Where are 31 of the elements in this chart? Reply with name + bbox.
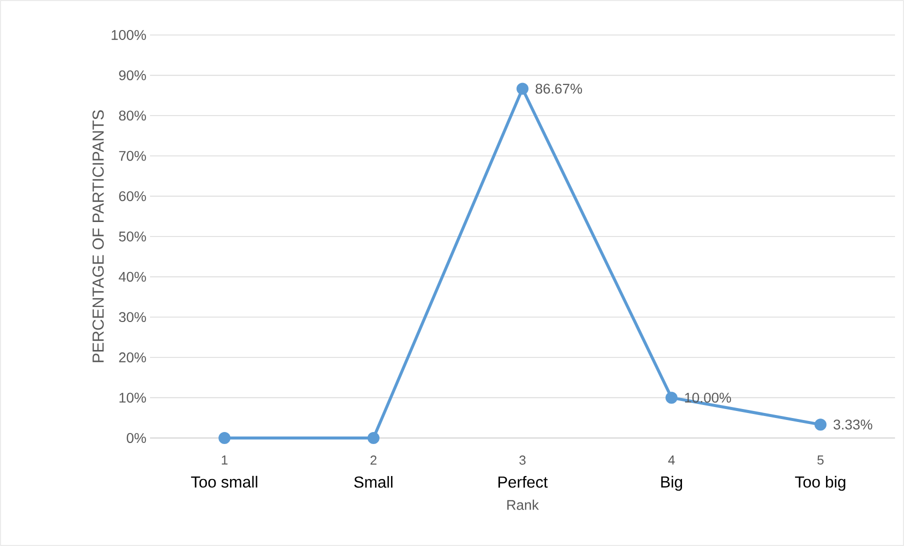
y-tick-label: 100% — [112, 30, 146, 40]
y-axis-title: PERCENTAGE OF PARTICIPANTS — [92, 110, 104, 362]
x-tick-label: 4 — [668, 456, 675, 464]
text: Too big — [795, 476, 846, 491]
text: Small — [354, 476, 392, 488]
point — [814, 418, 827, 431]
text: Big — [661, 476, 682, 491]
data-label: 10.00% — [685, 392, 732, 403]
x-tick-label: 3 — [519, 456, 526, 465]
x-axis-title: Rank — [507, 500, 539, 510]
y-tick-label: 60% — [119, 191, 146, 202]
text: Too small — [191, 476, 258, 488]
point — [516, 82, 529, 95]
y-tick-label: 20% — [119, 352, 146, 362]
x-tick-label: 5 — [817, 456, 824, 465]
point — [218, 432, 230, 444]
y-tick-label: 0% — [126, 433, 146, 443]
data-label: 3.33% — [834, 420, 872, 430]
point — [368, 432, 380, 444]
y-tick-label: 40% — [118, 272, 146, 282]
x-tick-label: 2 — [370, 456, 376, 465]
y-tick-label: 50% — [119, 232, 146, 242]
point — [666, 392, 678, 404]
y-tick-label: 10% — [120, 392, 146, 403]
x-tick-label: 1 — [222, 456, 228, 464]
y-tick-label: 90% — [119, 70, 146, 80]
y-tick-label: 80% — [119, 110, 146, 121]
y-tick-label: 70% — [119, 150, 146, 161]
y-tick-label: 30% — [118, 312, 146, 322]
data-label: 86.67% — [536, 84, 582, 94]
text: Perfect — [498, 476, 548, 488]
